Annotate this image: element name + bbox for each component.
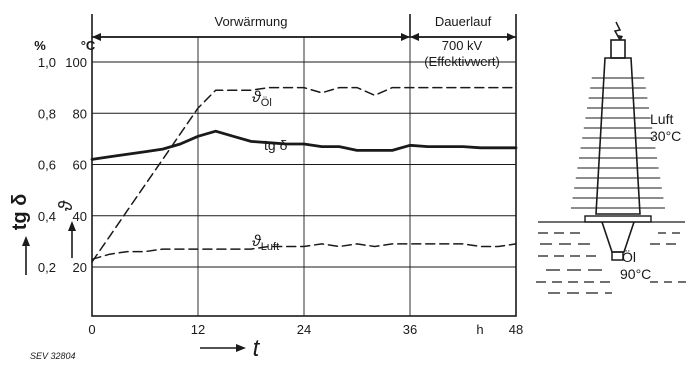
phase-arrow-head [401,33,410,41]
y-inner-tick-label: 60 [73,158,87,173]
oil-bath [536,221,688,294]
series-label-oil: ϑÖl [252,89,272,109]
phase-note-line1: 700 kV [442,38,483,53]
x-tick-label: 0 [88,322,95,337]
chart: Vorwärmung Dauerlauf % °C tg δ ϑ 20 0,2 40 0… [9,14,523,362]
air-label: Luft [650,111,673,127]
figure-id: SEV 32804 [30,351,76,361]
oil-label: Öl [622,248,636,265]
y-outer-tick-label: 0,8 [38,106,56,121]
x-ticks: 0 12 24 36 48 [88,322,523,337]
x-label: t [253,335,261,362]
phase-bar: Vorwärmung Dauerlauf [91,14,517,41]
x-unit: h [476,322,483,337]
series-label-tgd: tg δ [264,137,288,153]
air-temp: 30°C [650,128,681,144]
x-tick-label: 24 [297,322,311,337]
sheds [570,77,666,209]
phase-arrow-head [410,33,419,41]
x-tick-label: 48 [509,322,523,337]
y-inner-tick-label: 20 [73,260,87,275]
series-line-2 [91,243,517,261]
phase-label: Vorwärmung [215,14,288,29]
y-inner-tick-label: 80 [73,106,87,121]
series-line-0 [91,86,517,263]
y-outer-tick-label: 1,0 [38,55,56,70]
y-inner-unit: °C [81,38,96,53]
grid [91,36,517,317]
y-outer-tick-label: 0,6 [38,158,56,173]
x-tick-label: 36 [403,322,417,337]
y-inner-tick-label: 40 [73,209,87,224]
y-inner-title: ϑ [56,200,77,258]
y-outer-tick-label: 0,2 [38,260,56,275]
y-outer-label: tg δ [9,194,31,231]
phase-arrow-head [92,33,101,41]
y-outer-tick-label: 0,4 [38,209,56,224]
bottom-terminal [611,251,624,261]
y-inner-label: ϑ [56,200,77,211]
top-cap [610,39,626,59]
series [90,86,518,263]
oil-cone [601,221,635,253]
y-outer-unit: % [34,38,46,53]
x-title: t [200,335,261,362]
y-inner-tick-label: 100 [65,55,87,70]
phase-note-line2: (Effektivwert) [424,54,500,69]
y-ticks: 20 0,2 40 0,4 60 0,6 80 0,8 100 1,0 [38,55,87,275]
y-outer-title: tg δ [9,194,31,275]
phase-label: Dauerlauf [435,14,492,29]
lightning-icon [613,21,622,41]
bushing-body [595,57,641,215]
phase-arrow-head [507,33,516,41]
oil-temp: 90°C [620,266,651,282]
flange [584,215,652,223]
bushing-inset: Luft 30°C Öl 90°C [536,21,688,294]
series-label-air: ϑLuft [252,233,279,253]
series-line-1 [90,129,518,161]
x-tick-label: 12 [191,322,205,337]
